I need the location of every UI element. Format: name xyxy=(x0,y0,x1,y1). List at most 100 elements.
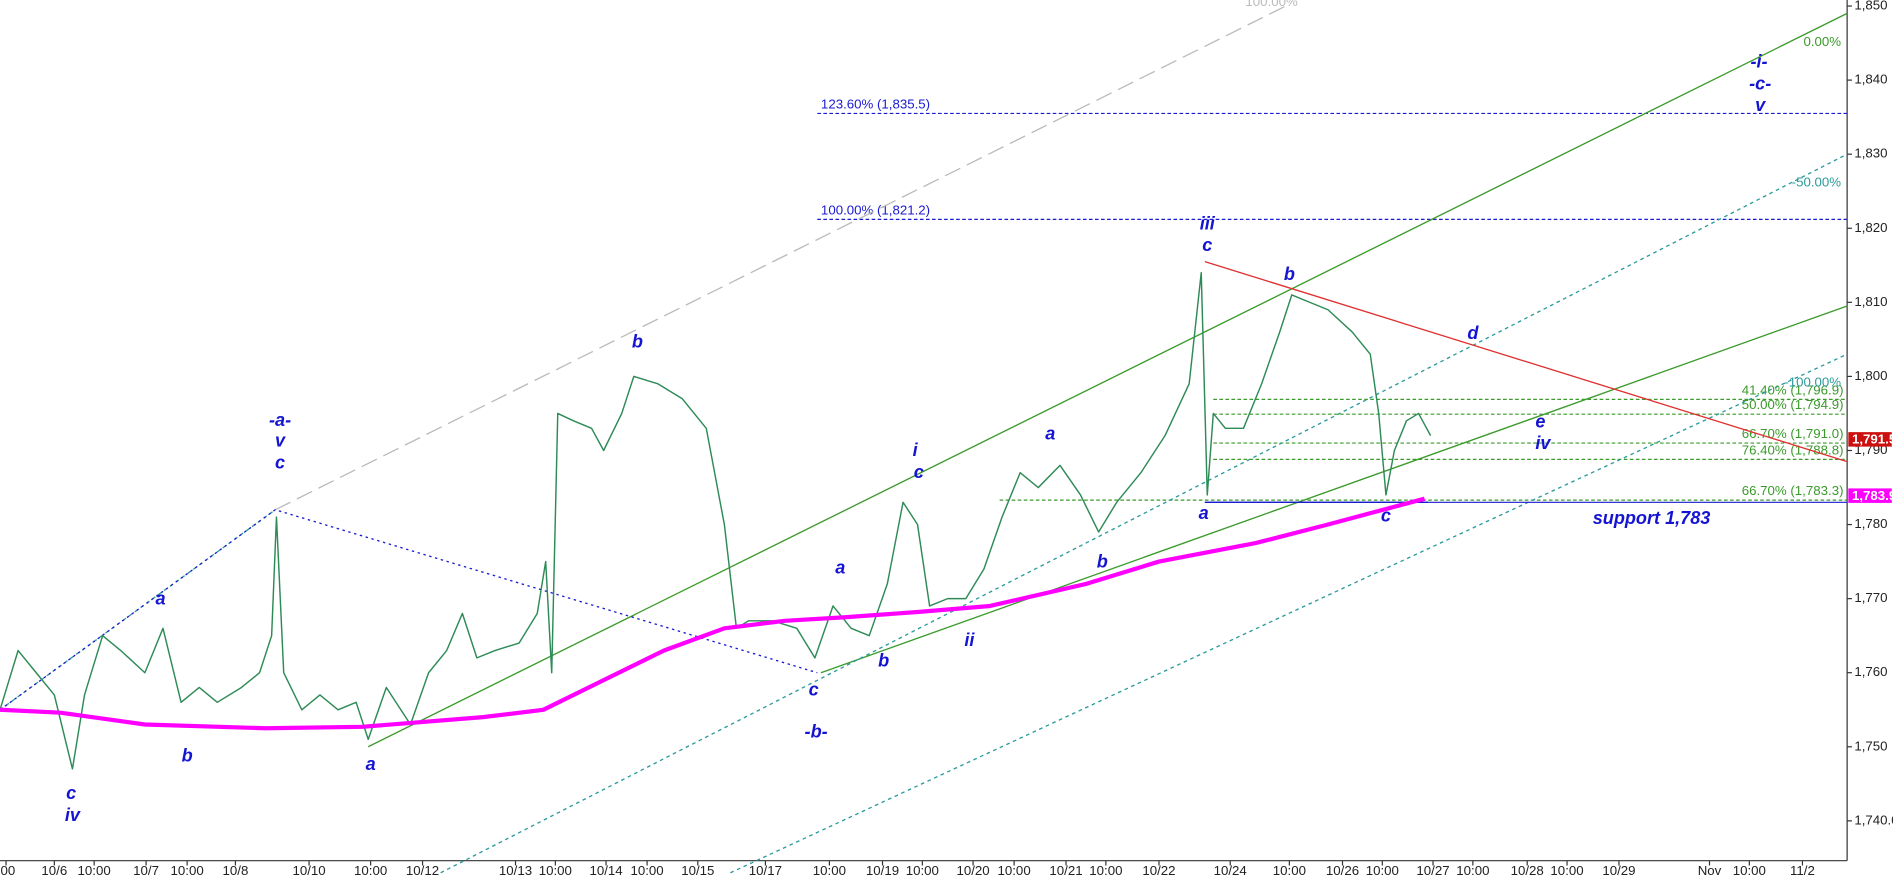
wave-label: b xyxy=(632,332,643,352)
wave-label: b xyxy=(878,650,889,670)
wave-label: ii xyxy=(964,630,975,650)
x-tick-label: :00 xyxy=(0,863,15,878)
y-tick-label: 1,750 xyxy=(1854,738,1887,753)
x-tick-label: 10:00 xyxy=(1456,863,1489,878)
x-tick-label: 10:00 xyxy=(1550,863,1583,878)
x-tick-label: 10/6 xyxy=(41,863,67,878)
wave-label: -i- xyxy=(1750,52,1767,72)
wave-label: -c- xyxy=(1749,73,1771,93)
trendline xyxy=(0,509,818,711)
y-tick-label: 1,830 xyxy=(1854,146,1887,161)
x-tick-label: 10/28 xyxy=(1511,863,1544,878)
y-tick-label: 1,760 xyxy=(1854,664,1887,679)
fib-label: 66.70% (1,783.3) xyxy=(1742,483,1844,498)
fib-label: 41.40% (1,796.9) xyxy=(1742,382,1844,397)
wave-label: c xyxy=(1381,505,1391,525)
x-tick-label: 10/15 xyxy=(681,863,714,878)
x-tick-label: 10/21 xyxy=(1049,863,1082,878)
x-tick-label: 10/22 xyxy=(1142,863,1175,878)
x-tick-label: 10/12 xyxy=(406,863,439,878)
x-tick-label: 10:00 xyxy=(1366,863,1399,878)
price-tag-label: 1,783.9 xyxy=(1852,488,1893,503)
wave-label: c xyxy=(275,452,285,472)
trendline xyxy=(820,305,1848,674)
price-line xyxy=(0,271,1432,770)
x-tick-label: 10/19 xyxy=(866,863,899,878)
support-label: support 1,783 xyxy=(1593,508,1711,528)
x-tick-label: 10:00 xyxy=(1733,863,1766,878)
y-tick-label: 1,770 xyxy=(1854,590,1887,605)
wave-label: v xyxy=(275,431,286,451)
fib-label: 50.00% (1,794.9) xyxy=(1742,397,1844,412)
y-tick-label: 1,810 xyxy=(1854,294,1887,309)
x-tick-label: 10/24 xyxy=(1214,863,1247,878)
price-tag-label: 1,791.5 xyxy=(1852,431,1893,446)
x-tick-label: 10/14 xyxy=(589,863,622,878)
x-tick-label: 11/2 xyxy=(1790,863,1815,878)
wave-label: iii xyxy=(1200,213,1216,233)
fib-label: 123.60% (1,835.5) xyxy=(821,96,930,111)
x-tick-label: 10:00 xyxy=(813,863,846,878)
wave-label: b xyxy=(182,746,193,766)
moving-average xyxy=(0,496,1426,731)
wave-label: a xyxy=(156,589,166,609)
x-tick-label: 10:00 xyxy=(1089,863,1122,878)
price-tag xyxy=(1848,432,1892,447)
trendline xyxy=(730,353,1848,874)
x-tick-label: 10/7 xyxy=(133,863,159,878)
wave-label: a xyxy=(366,754,376,774)
trendline xyxy=(1204,260,1848,463)
wave-label: a xyxy=(1045,423,1055,443)
trendline-label: -50.00% xyxy=(1792,175,1842,190)
wave-label: i xyxy=(913,440,919,460)
wave-label: a xyxy=(835,557,845,577)
y-tick-label: 1,740.0 xyxy=(1854,812,1893,827)
x-tick-label: 10/13 xyxy=(499,863,532,878)
trendline xyxy=(274,5,1287,511)
wave-label: c xyxy=(66,783,76,803)
wave-label: c xyxy=(809,679,819,699)
x-tick-label: 10/27 xyxy=(1416,863,1449,878)
x-tick-label: 10/26 xyxy=(1326,863,1359,878)
fib-label: 76.40% (1,788.8) xyxy=(1742,442,1844,457)
wave-label: b xyxy=(1284,264,1295,284)
y-tick-label: 1,850 xyxy=(1854,0,1887,13)
x-tick-label: 10:00 xyxy=(630,863,663,878)
wave-label: -b- xyxy=(805,722,828,742)
x-tick-label: 10:00 xyxy=(906,863,939,878)
wave-label: d xyxy=(1467,323,1479,343)
wave-label: b xyxy=(1097,551,1108,571)
y-tick-label: 1,840 xyxy=(1854,72,1887,87)
wave-label: v xyxy=(1755,95,1766,115)
x-tick-label: 10/17 xyxy=(749,863,782,878)
x-tick-label: 10:00 xyxy=(78,863,111,878)
trendline-label: 100.00% xyxy=(1245,0,1298,9)
x-tick-label: 10:00 xyxy=(1273,863,1306,878)
price-tag xyxy=(1848,488,1892,503)
wave-label: iv xyxy=(65,805,81,825)
wave-label: c xyxy=(914,462,924,482)
wave-label: a xyxy=(1199,503,1209,523)
x-tick-label: 10:00 xyxy=(171,863,204,878)
wave-label: e xyxy=(1535,411,1545,431)
y-tick-label: 1,780 xyxy=(1854,516,1887,531)
x-tick-label: 10/8 xyxy=(223,863,249,878)
wave-label: iv xyxy=(1535,433,1551,453)
x-tick-label: 10:00 xyxy=(998,863,1031,878)
y-tick-label: 1,800 xyxy=(1854,368,1887,383)
wave-label: c xyxy=(1202,235,1212,255)
x-tick-label: 10/10 xyxy=(292,863,325,878)
trendline-label: 0.00% xyxy=(1803,34,1841,49)
x-tick-label: 10:00 xyxy=(354,863,387,878)
y-tick-label: 1,820 xyxy=(1854,220,1887,235)
x-tick-label: 10/29 xyxy=(1602,863,1635,878)
x-tick-label: Nov xyxy=(1698,863,1722,878)
trendline xyxy=(367,12,1848,748)
trendline xyxy=(440,153,1848,874)
trendline-label: -100.00% xyxy=(1784,375,1841,390)
fib-label: 100.00% (1,821.2) xyxy=(821,202,930,217)
wave-label: -a- xyxy=(269,410,291,430)
x-tick-label: 10/20 xyxy=(956,863,989,878)
